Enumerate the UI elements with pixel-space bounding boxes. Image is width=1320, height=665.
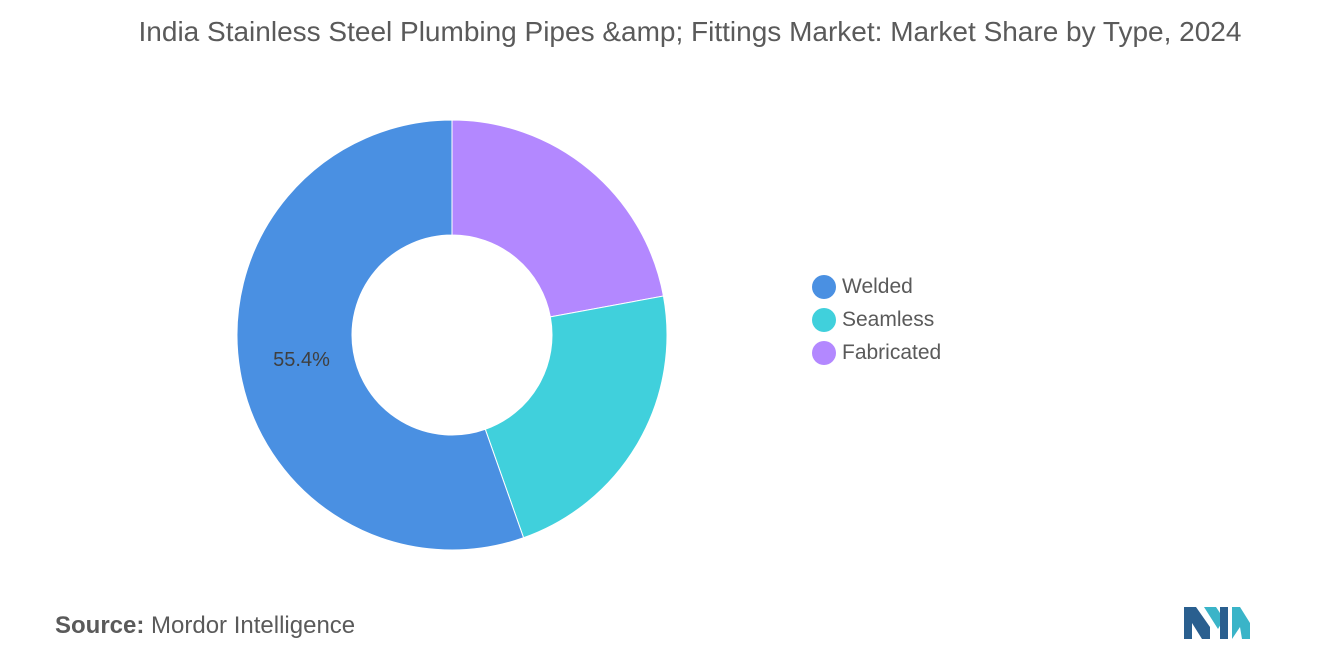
donut-slice-fabricated [451, 119, 665, 318]
chart-title: India Stainless Steel Plumbing Pipes &am… [138, 16, 1242, 47]
legend-item-seamless: Seamless [812, 303, 941, 336]
legend-item-fabricated: Fabricated [812, 336, 941, 369]
donut-slice-seamless [484, 295, 668, 539]
source-label: Source: [55, 612, 145, 639]
donut-slices [236, 119, 668, 551]
data-label-welded: 55.4% [273, 349, 330, 371]
legend-item-welded: Welded [812, 270, 941, 303]
source-value: Mordor Intelligence [151, 612, 356, 639]
chart-legend: Welded Seamless Fabricated [812, 270, 941, 369]
legend-swatch-welded [812, 274, 836, 299]
legend-swatch-seamless [812, 307, 836, 332]
source-note: Source: Mordor Intelligence [55, 612, 355, 640]
legend-swatch-fabricated [812, 340, 836, 365]
legend-label-seamless: Seamless [842, 307, 935, 331]
legend-label-fabricated: Fabricated [842, 340, 942, 364]
donut-data-labels: 55.4% [273, 349, 330, 371]
mordor-logo-icon [1184, 607, 1250, 639]
legend-label-welded: Welded [842, 274, 913, 298]
donut-slice-welded [236, 119, 525, 551]
